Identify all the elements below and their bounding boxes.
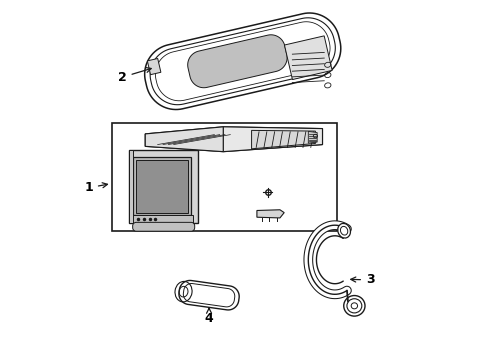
Text: 4: 4	[204, 308, 213, 325]
FancyBboxPatch shape	[132, 215, 193, 223]
Polygon shape	[129, 150, 198, 222]
Polygon shape	[150, 18, 335, 105]
FancyBboxPatch shape	[135, 160, 188, 213]
Ellipse shape	[346, 299, 361, 313]
Polygon shape	[187, 35, 286, 88]
Polygon shape	[179, 280, 239, 310]
Polygon shape	[147, 58, 161, 75]
Polygon shape	[284, 36, 331, 80]
Polygon shape	[223, 127, 322, 152]
Polygon shape	[256, 210, 284, 218]
Polygon shape	[145, 127, 322, 152]
Ellipse shape	[337, 224, 350, 238]
FancyBboxPatch shape	[111, 123, 336, 231]
Polygon shape	[132, 222, 194, 231]
Polygon shape	[129, 150, 133, 222]
Ellipse shape	[343, 296, 364, 316]
Polygon shape	[307, 131, 317, 143]
Polygon shape	[145, 127, 223, 152]
FancyBboxPatch shape	[133, 157, 191, 215]
Polygon shape	[251, 130, 315, 149]
Text: 2: 2	[118, 68, 151, 84]
Text: 1: 1	[84, 181, 107, 194]
Text: 3: 3	[350, 274, 374, 287]
Polygon shape	[144, 13, 340, 109]
